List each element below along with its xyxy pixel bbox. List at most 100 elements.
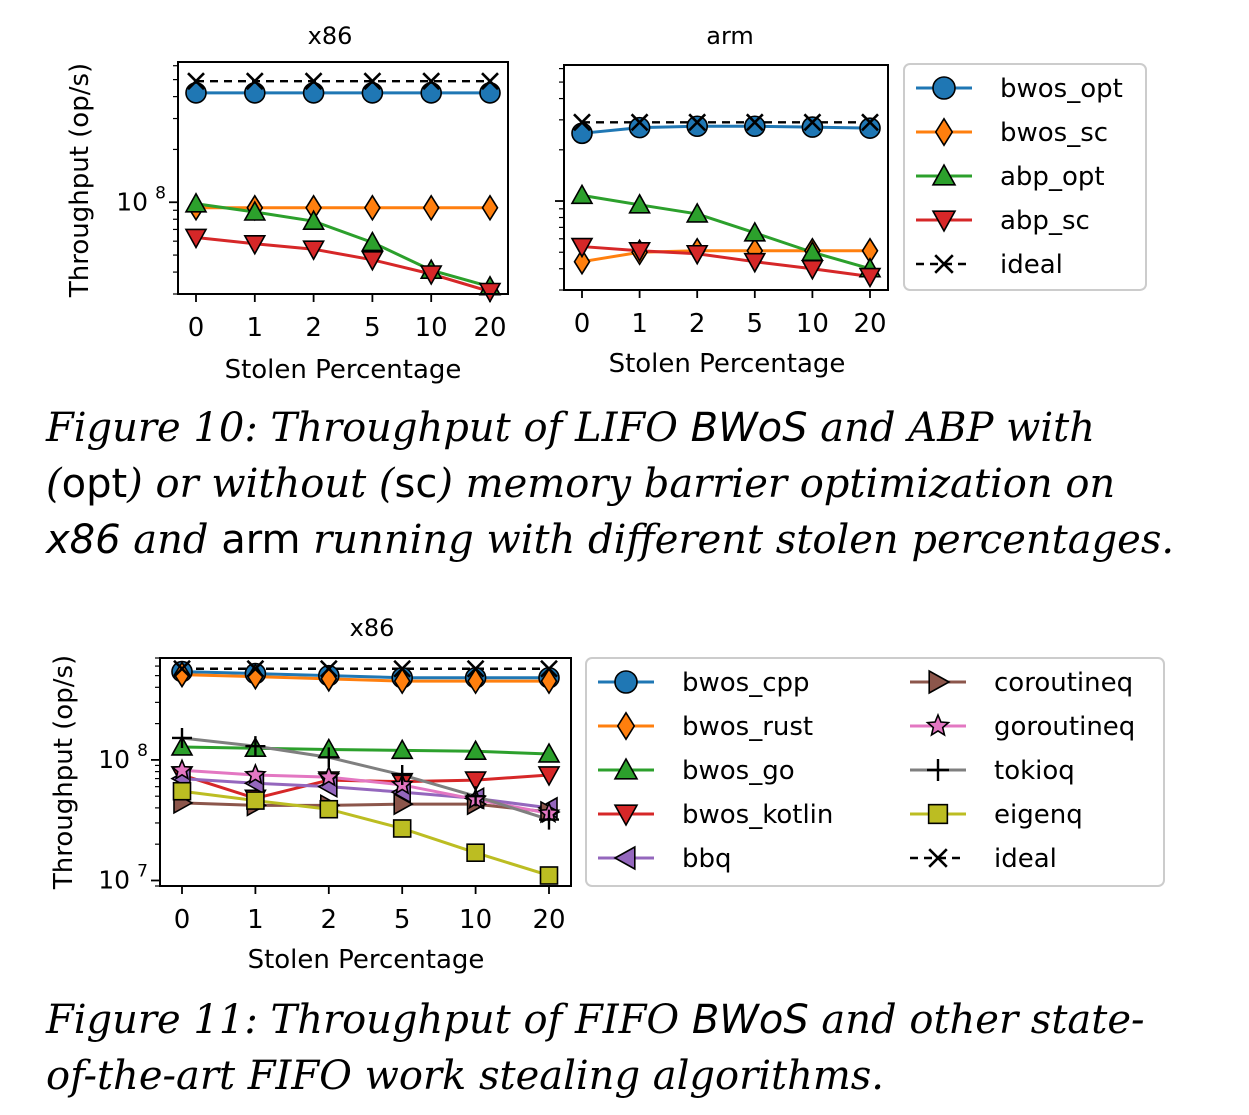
data-point-eigenq	[246, 791, 265, 810]
x-tick-label: 0	[174, 905, 191, 935]
data-point-abp-sc	[685, 244, 709, 266]
legend-marker-tokioq	[927, 759, 949, 781]
legend-marker-abp-opt	[931, 163, 957, 186]
data-point-ideal	[363, 72, 382, 91]
legend-marker-ideal	[934, 254, 954, 274]
legend-marker-abp-sc	[931, 210, 957, 233]
x-tick-label: 20	[532, 905, 565, 935]
chart-title: x86	[350, 614, 395, 642]
series-line-bwos-sc	[581, 249, 870, 264]
x-tick-label: 0	[574, 309, 591, 339]
data-point-bwos-opt	[244, 82, 266, 104]
data-point-eigenq	[392, 819, 412, 838]
data-point-abp-sc	[419, 265, 443, 286]
data-point-tokioq	[465, 786, 486, 807]
data-point-abp-opt	[243, 200, 267, 221]
caption-text: and	[120, 517, 222, 563]
data-point-bwos-go	[390, 738, 414, 760]
figure-10-caption: Figure 10: Throughput of LIFO BWoS and A…	[46, 400, 1176, 568]
legend-marker-bwos-sc	[934, 117, 954, 147]
legend-label-bwos-sc: bwos_sc	[1000, 118, 1108, 148]
caption-text: and ABP with (	[46, 405, 1095, 507]
data-point-abp-opt	[743, 221, 767, 242]
data-point-bwos-kotlin	[537, 766, 561, 787]
figure-11-chart: x86 Throughput (op/s) Stolen Percentage …	[49, 614, 1165, 975]
data-point-ideal	[745, 113, 764, 132]
data-point-tokioq	[392, 764, 413, 785]
y-tick-exponent: 8	[137, 741, 148, 761]
caption-text: x86	[46, 517, 121, 563]
caption-text: and other state-of-the-art FIFO work ste…	[46, 997, 1145, 1099]
data-point-ideal	[319, 659, 338, 678]
data-point-ideal	[540, 659, 558, 678]
legend-label-coroutineq: coroutineq	[994, 668, 1133, 698]
data-point-goroutineq	[170, 758, 194, 781]
legend-label-ideal: ideal	[994, 844, 1057, 874]
y-tick-exponent: 8	[155, 183, 166, 203]
legend-label-eigenq: eigenq	[994, 800, 1083, 830]
series-line-abp-opt	[581, 193, 871, 271]
caption-text: ) or without (	[127, 461, 395, 507]
series-line-bwos-opt	[581, 124, 871, 135]
y-tick-label: 10	[98, 745, 130, 774]
series-line-abp-sc	[581, 245, 871, 279]
x-axis-label: Stolen Percentage	[248, 945, 485, 975]
chart-title: x86	[308, 22, 353, 50]
x-tick-label: 10	[796, 309, 829, 339]
data-point-ideal	[466, 659, 485, 678]
y-tick-label: 10	[116, 187, 148, 216]
legend-label-bwos-go: bwos_go	[682, 756, 795, 786]
plot-frame	[563, 64, 889, 291]
data-point-ideal	[861, 113, 879, 132]
data-point-goroutineq	[243, 762, 267, 785]
x-axis-label: Stolen Percentage	[609, 349, 846, 379]
figure-11-caption: Figure 11: Throughput of FIFO BWoS and o…	[46, 992, 1176, 1104]
x-tick-label: 20	[473, 313, 506, 343]
data-point-tokioq	[539, 809, 559, 830]
data-point-bwos-kotlin	[464, 771, 487, 792]
y-tick-label: 10	[98, 865, 130, 894]
x-tick-label: 2	[305, 313, 322, 343]
legend-label-bwos-rust: bwos_rust	[682, 712, 813, 742]
x-tick-label: 5	[747, 309, 764, 339]
data-point-ideal	[393, 659, 412, 678]
chart-x86-lifo: x86 Throughput (op/s) Stolen Percentage …	[65, 22, 509, 385]
legend-marker-bwos-go	[613, 757, 639, 780]
legend-label-bwos-cpp: bwos_cpp	[682, 668, 810, 698]
caption-text: BWoS	[690, 405, 808, 451]
data-point-abp-sc	[243, 234, 267, 256]
legend-marker-ideal	[928, 848, 948, 868]
data-point-ideal	[304, 72, 323, 91]
data-point-abp-sc	[184, 228, 208, 250]
data-point-coroutineq	[393, 792, 414, 816]
data-point-bwos-opt	[361, 82, 384, 104]
data-point-goroutineq	[317, 765, 341, 787]
x-tick-label: 1	[247, 905, 264, 935]
chart-title: arm	[706, 22, 754, 50]
caption-text: opt	[61, 461, 128, 507]
x-axis-label: Stolen Percentage	[225, 355, 462, 385]
series-line-bwos-rust	[181, 673, 549, 683]
data-point-bwos-opt	[571, 122, 593, 145]
y-tick-exponent: 7	[137, 861, 148, 881]
y-axis-label: Throughput (op/s)	[65, 63, 95, 298]
legend-marker-bwos-kotlin	[613, 804, 639, 827]
chart-x86-fifo: x86 Throughput (op/s) Stolen Percentage …	[49, 614, 572, 975]
data-point-abp-sc	[801, 259, 824, 281]
x-tick-label: 10	[415, 313, 448, 343]
legend-marker-eigenq	[927, 803, 949, 825]
data-point-ideal	[630, 113, 649, 132]
legend-label-goroutineq: goroutineq	[994, 712, 1135, 742]
data-point-bwos-rust	[540, 667, 558, 695]
data-point-bwos-sc	[363, 194, 381, 222]
caption-text: sc	[394, 461, 438, 507]
legend-marker-bwos-cpp	[614, 670, 638, 694]
legend-label-abp-sc: abp_sc	[1000, 206, 1090, 236]
legend-label-abp-opt: abp_opt	[1000, 162, 1105, 192]
data-point-bwos-sc	[573, 248, 591, 276]
data-point-ideal	[803, 113, 822, 132]
data-point-abp-sc	[628, 241, 651, 263]
chart-arm-lifo: arm Stolen Percentage 0 1 2 5 10 20	[555, 22, 889, 379]
legend-marker-bwos-rust	[616, 711, 636, 741]
data-point-eigenq	[466, 843, 485, 862]
